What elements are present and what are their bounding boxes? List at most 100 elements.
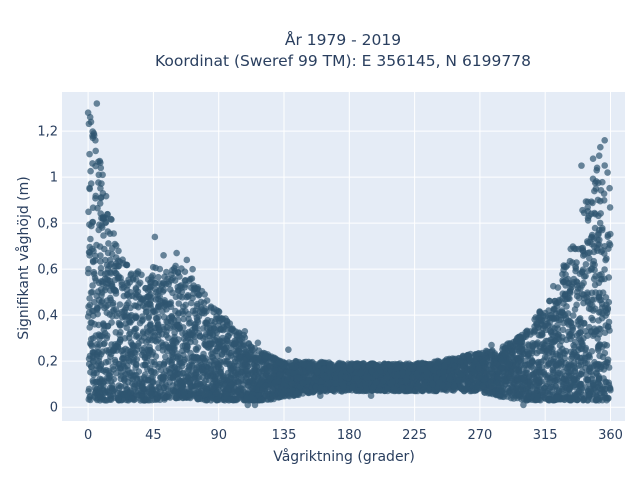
data-point [579,206,586,214]
data-point [537,344,544,351]
data-point [285,369,293,376]
data-point [606,385,614,393]
data-point [596,271,603,279]
data-point [568,281,576,288]
data-point [111,276,119,284]
data-point [565,321,572,328]
data-point [319,359,327,366]
data-point [89,204,97,211]
data-point [176,360,183,368]
data-point [390,385,398,393]
data-point [587,266,595,273]
data-point [539,388,546,395]
data-point [565,294,572,302]
data-point [575,321,582,328]
data-point [552,300,560,307]
data-point [605,298,613,306]
data-point [590,275,598,283]
data-point [96,384,104,392]
data-point [249,377,256,385]
data-point [191,310,199,317]
data-point [541,309,549,317]
data-point [582,261,590,268]
data-point [584,376,592,384]
data-point [217,368,224,376]
data-point [561,311,569,319]
data-point [501,350,509,358]
data-point [160,286,168,294]
chart-title-line2: Koordinat (Sweref 99 TM): E 356145, N 61… [155,52,531,70]
data-point [87,167,94,175]
data-point [107,369,114,377]
data-point [164,386,172,393]
data-point [584,299,592,306]
data-point [576,315,584,322]
data-point [159,308,166,315]
data-point [216,381,223,389]
data-point [161,303,168,310]
data-point [559,290,567,298]
data-point [474,383,482,391]
data-point [199,325,207,332]
data-point [90,268,98,276]
data-point [365,362,373,370]
data-point [570,275,578,283]
data-point [577,381,584,388]
data-point [577,371,585,378]
data-point [164,275,171,283]
data-point [588,348,596,355]
data-point [570,382,578,389]
data-point [95,179,102,186]
data-point [580,252,587,259]
data-point [529,357,536,364]
data-point [102,219,109,227]
data-point [518,345,526,353]
data-point [576,270,584,278]
data-point [601,275,608,283]
data-point [97,269,105,277]
data-point [185,372,192,380]
data-point [100,232,107,239]
data-point [384,385,391,393]
data-point [229,325,236,332]
data-point [239,342,246,350]
data-point [95,226,102,234]
data-point [545,360,553,367]
data-point [146,321,154,329]
data-point [596,385,604,393]
data-point [220,323,228,331]
data-point [559,326,567,334]
data-point [118,281,126,289]
data-point [146,343,153,351]
data-point [121,377,128,384]
data-points [84,100,614,409]
data-point [209,354,217,361]
data-point [217,316,225,324]
data-point [566,390,574,398]
data-point [89,282,96,289]
data-point [560,375,568,382]
data-point [106,311,113,318]
data-point [196,333,204,340]
data-point [595,293,602,301]
data-point [606,204,614,211]
data-point [195,292,202,299]
data-point [127,389,135,397]
data-point [102,359,110,366]
data-point [232,369,239,377]
data-point [479,358,487,366]
data-point [215,360,222,368]
data-point [549,368,557,375]
data-point [132,314,139,321]
data-point [228,360,236,368]
data-point [126,279,134,286]
data-point [194,344,202,351]
data-point [169,387,177,394]
data-point [109,301,116,309]
data-point [203,319,210,327]
data-point [566,257,574,265]
data-point [579,247,587,254]
data-point [187,383,194,390]
data-point [600,197,608,204]
data-point [304,377,312,384]
